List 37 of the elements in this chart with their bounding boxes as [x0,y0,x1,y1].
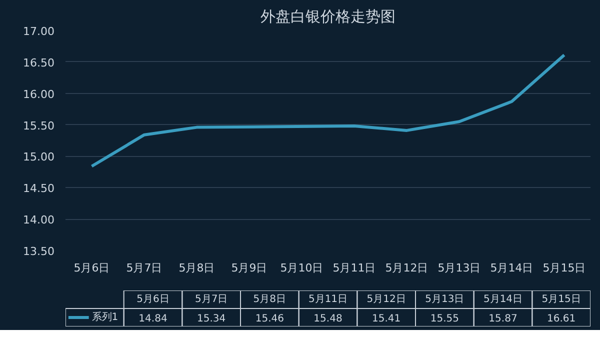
y-tick-label: 16.00 [23,88,55,101]
text: 15.41 [372,314,401,324]
text: 5月6日 [136,294,170,305]
y-tick-label: 17.00 [23,25,55,38]
y-tick-label: 14.00 [23,214,55,227]
text: 14.84 [138,314,168,324]
y-tick-label: 16.50 [23,56,55,70]
text: 15.34 [197,314,226,324]
y-tick-label: 15.50 [23,119,55,132]
x-tick-label: 5月8日 [178,262,215,274]
x-tick-label: 5月13日 [438,262,481,274]
text: 5月12日 [366,294,406,305]
text: 5月7日 [194,294,228,305]
text: 15.48 [314,314,342,324]
text: 5月15日 [542,294,581,305]
y-tick-label: 14.50 [23,182,55,196]
text: 5月8日 [253,294,286,305]
y-tick-label: 13.50 [23,245,55,258]
x-tick-label: 5月7日 [126,262,162,274]
x-tick-label: 5月6日 [74,262,110,274]
text: 5月13日 [425,294,464,305]
chart-title: 外盘白银价格走势图 [260,8,396,26]
text: 5月14日 [483,294,523,305]
text: 15.87 [488,314,518,324]
y-tick-label: 15.00 [23,150,55,164]
text: 5月11日 [308,294,348,305]
text: 16.61 [547,314,576,324]
text: 15.55 [430,314,459,324]
line-series [90,54,566,168]
text: 15.46 [255,314,284,324]
x-tick-label: 5月9日 [231,262,268,274]
legend-label: 系列1 [92,311,118,323]
x-tick-label: 5月14日 [490,262,534,274]
x-tick-label: 5月10日 [280,262,324,274]
x-tick-label: 5月15日 [542,262,586,274]
x-tick-label: 5月12日 [385,262,428,274]
x-tick-label: 5月11日 [332,262,376,274]
